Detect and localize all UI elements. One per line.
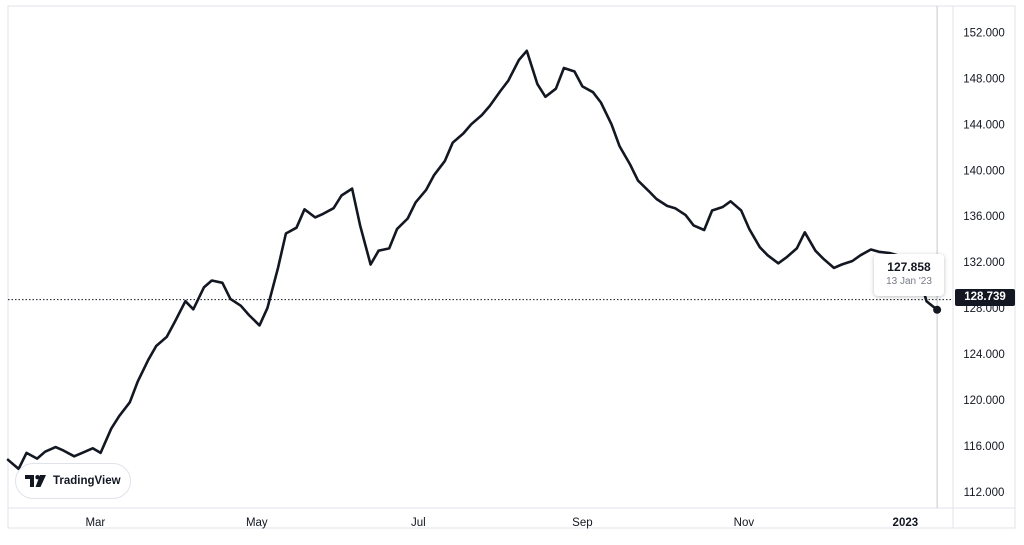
crosshair-tooltip: 127.858 13 Jan '23 [874, 254, 944, 296]
tooltip-value: 127.858 [887, 260, 931, 274]
crosshair-marker [933, 305, 942, 314]
y-tick-label: 124.000 [963, 349, 1005, 361]
y-tick-label: 112.000 [964, 487, 1005, 499]
x-tick-label: Sep [572, 517, 592, 529]
x-tick-label: 2023 [893, 517, 919, 529]
x-tick-label: Jul [411, 517, 426, 529]
y-tick-label: 120.000 [963, 395, 1005, 407]
last-price-label: 128.739 [955, 289, 1015, 306]
tradingview-logo-icon [25, 475, 46, 487]
y-tick-label: 144.000 [963, 119, 1005, 131]
price-series-line [6, 49, 939, 471]
tradingview-label: TradingView [53, 475, 121, 487]
x-tick-label: May [246, 517, 268, 529]
x-tick-label: Nov [734, 517, 755, 529]
x-tick-label: Mar [85, 517, 105, 529]
y-tick-label: 152.000 [963, 27, 1005, 39]
y-tick-label: 116.000 [964, 441, 1005, 453]
y-tick-label: 132.000 [963, 257, 1005, 269]
y-tick-label: 140.000 [963, 165, 1005, 177]
y-tick-label: 136.000 [963, 211, 1005, 223]
tooltip-date: 13 Jan '23 [886, 276, 932, 287]
y-tick-label: 128.000 [963, 303, 1005, 315]
y-tick-label: 148.000 [963, 73, 1005, 85]
tradingview-attribution[interactable]: TradingView [15, 463, 131, 499]
chart-border [7, 5, 1016, 529]
